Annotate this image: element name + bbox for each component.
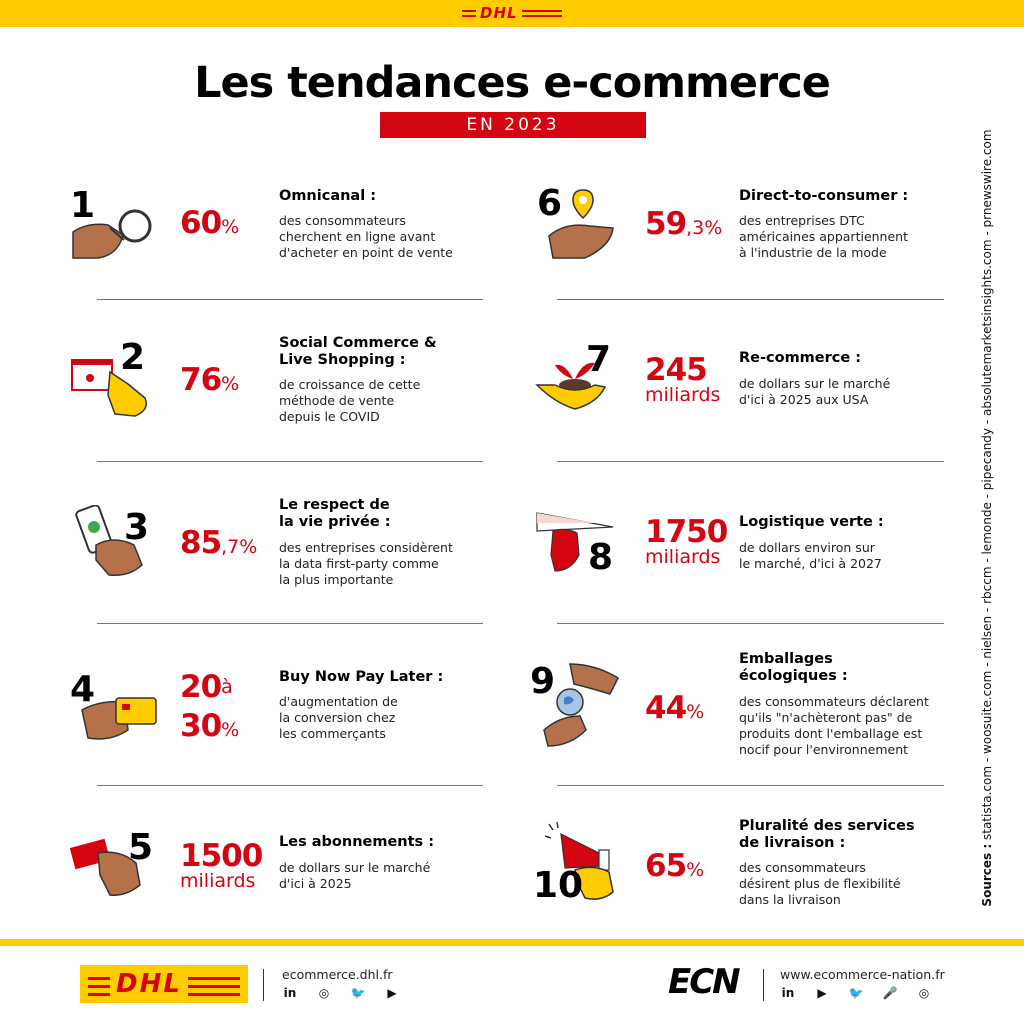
trend-stat: 1500 miliards <box>180 838 263 892</box>
divider <box>97 623 483 624</box>
trend-number: 7 <box>586 339 612 380</box>
youtube-icon[interactable]: ▶ <box>387 986 397 1000</box>
trend-stat: 20à 30% <box>180 669 240 744</box>
sources-list: statista.com - woosuite.com - nielsen - … <box>980 129 994 841</box>
trend-description: des entreprises DTC américaines appartien… <box>739 213 908 260</box>
trend-number: 10 <box>533 865 584 906</box>
divider <box>97 785 483 786</box>
trend-stat: 245 miliards <box>645 352 721 406</box>
trend-number: 4 <box>70 669 96 710</box>
trend-stat: 59,3% <box>645 206 723 242</box>
globe-hands-icon <box>543 663 619 747</box>
trend-title: Re-commerce : <box>739 350 862 366</box>
divider <box>557 461 944 462</box>
twitter-icon[interactable]: 🐦 <box>848 986 864 1000</box>
trend-description: d'augmentation de la conversion chez les c… <box>279 694 398 741</box>
trend-description: de croissance de cette méthode de vente de… <box>279 377 421 424</box>
dhl-site-link[interactable]: ecommerce.dhl.fr <box>282 967 393 982</box>
paper-plane-hand-icon <box>536 512 614 572</box>
trend-stat: 60% <box>180 205 240 241</box>
linkedin-icon[interactable]: in <box>781 986 795 1000</box>
trend-description: de dollars environ sur le marché, d'ici à… <box>739 540 882 571</box>
page-title: Les tendances e-commerce <box>194 58 831 108</box>
trend-title: Pluralité des services de livraison : <box>739 818 915 851</box>
trend-number: 3 <box>124 507 150 548</box>
instagram-icon[interactable]: ◎ <box>318 986 330 1000</box>
trend-description: de dollars sur le marché d'ici à 2025 <box>279 860 431 891</box>
phone-hand-icon <box>75 505 143 577</box>
ecn-site-link[interactable]: www.ecommerce-nation.fr <box>780 967 945 982</box>
divider <box>557 785 944 786</box>
page-subtitle: EN 2023 <box>380 112 646 138</box>
divider <box>97 299 483 300</box>
trend-number: 2 <box>120 337 146 378</box>
dhl-logo-bottom[interactable]: DHL <box>80 965 248 1003</box>
twitter-icon[interactable]: 🐦 <box>350 986 366 1000</box>
trend-description: des consommateurs déclarent qu'ils "n'ach… <box>739 694 929 757</box>
linkedin-icon[interactable]: in <box>283 986 297 1000</box>
trend-stat: 44% <box>645 690 705 726</box>
plant-hands-icon <box>535 362 607 410</box>
ecn-social-icons: in ▶ 🐦 🎤 ◎ <box>780 986 932 1000</box>
dhl-logo-top: DHL <box>462 4 562 23</box>
podcast-icon[interactable]: 🎤 <box>882 986 898 1000</box>
trend-number: 6 <box>537 183 563 224</box>
trend-title: Emballages écologiques : <box>739 651 848 684</box>
trend-number: 1 <box>70 185 96 226</box>
trend-title: Buy Now Pay Later : <box>279 669 444 685</box>
ecn-logo[interactable]: ECN <box>668 962 741 1002</box>
trend-title: Le respect de la vie privée : <box>279 497 391 530</box>
trend-title: Direct-to-consumer : <box>739 188 909 204</box>
megaphone-hand-icon <box>544 821 614 900</box>
trend-title: Social Commerce & Live Shopping : <box>279 335 437 368</box>
magnifier-hand-icon <box>72 209 152 259</box>
trend-stat: 76% <box>180 362 240 398</box>
footer-separator <box>763 969 764 1001</box>
trend-title: Les abonnements : <box>279 834 435 850</box>
divider <box>557 623 944 624</box>
trend-description: de dollars sur le marché d'ici à 2025 aux… <box>739 376 891 407</box>
bottom-bar <box>0 939 1024 946</box>
trend-stat: 65% <box>645 848 705 884</box>
trend-title: Logistique verte : <box>739 514 884 530</box>
divider <box>557 299 944 300</box>
trend-description: des consommateurs cherchent en ligne avan… <box>279 213 453 260</box>
youtube-icon[interactable]: ▶ <box>817 986 827 1000</box>
divider <box>97 461 483 462</box>
trend-number: 8 <box>588 537 614 578</box>
card-hand-icon <box>81 697 157 740</box>
location-pin-hand-icon <box>548 189 614 259</box>
trend-number: 9 <box>530 661 556 702</box>
footer-separator <box>263 969 264 1001</box>
trend-number: 5 <box>128 827 154 868</box>
pointing-hand-screen-icon <box>71 359 147 417</box>
trend-stat: 1750 miliards <box>645 514 728 568</box>
trend-description: des entreprises considèrent la data first… <box>279 540 453 587</box>
sources-text: Sources : statista.com - woosuite.com - … <box>975 128 999 908</box>
trend-title: Omnicanal : <box>279 188 377 204</box>
instagram-icon[interactable]: ◎ <box>918 986 930 1000</box>
ticket-hand-icon <box>70 838 141 897</box>
sources-label: Sources : <box>980 843 994 907</box>
trend-description: des consommateurs désirent plus de flexib… <box>739 860 901 907</box>
top-bar: DHL <box>0 0 1024 27</box>
dhl-social-icons: in ◎ 🐦 ▶ <box>282 986 400 1000</box>
trend-stat: 85,7% <box>180 525 258 561</box>
